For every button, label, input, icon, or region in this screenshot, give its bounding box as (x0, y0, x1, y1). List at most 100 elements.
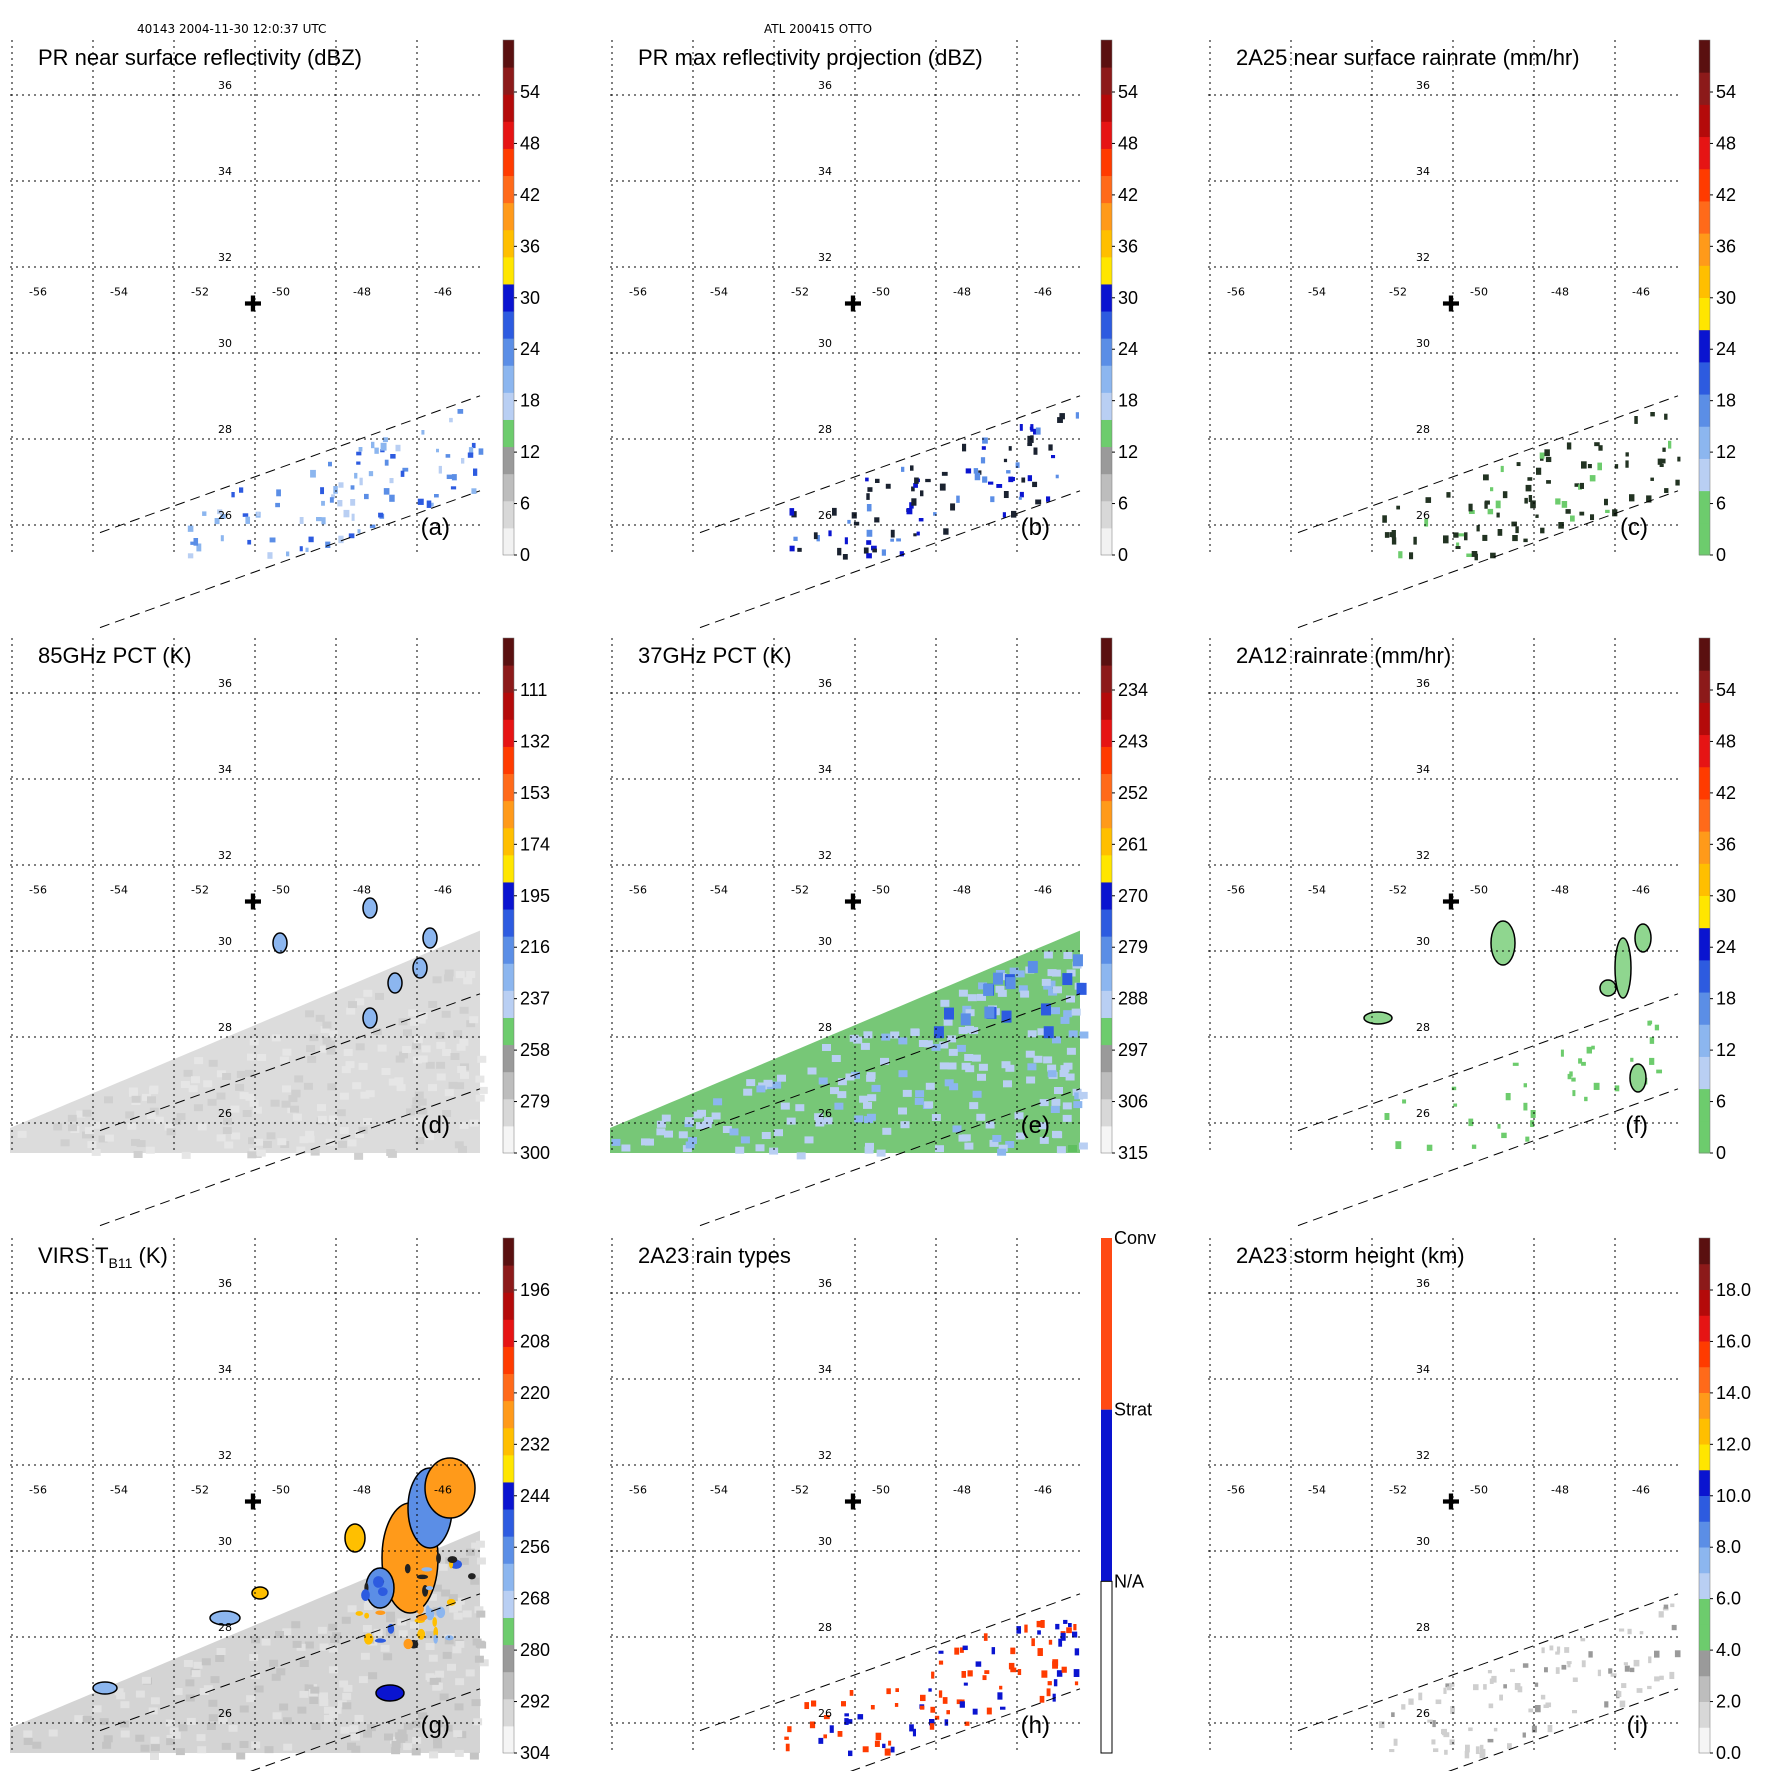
rain-pixel (1659, 1675, 1664, 1680)
swath-pixel (459, 1557, 469, 1565)
rain-pixel (899, 551, 904, 557)
swath-pixel (166, 1128, 176, 1136)
swath-pixel (141, 1676, 151, 1684)
swath-pixel (412, 1736, 422, 1744)
swath-pixel (454, 1749, 464, 1757)
rain-pixel (1549, 1645, 1554, 1651)
colorbar-segment-na (1100, 1580, 1113, 1754)
swath-pixel (146, 1112, 156, 1120)
swath-pixel (203, 1080, 213, 1088)
rain-pixel (857, 1714, 864, 1720)
rain-pixel (331, 494, 335, 499)
rain-pixel (1060, 1632, 1066, 1641)
storm-center-icon: ✚ (1442, 889, 1460, 914)
swath-pixel (166, 1738, 176, 1746)
rain-pixel (929, 1719, 935, 1726)
swath-pixel (471, 1699, 481, 1707)
swath-pixel (386, 1611, 395, 1619)
swath-pixel (269, 1659, 279, 1667)
colorbar-tick-label: 220 (520, 1383, 550, 1403)
rain-pixel (1055, 474, 1059, 479)
swath-pixel (403, 1029, 412, 1037)
swath-pixel (918, 1040, 928, 1047)
swath-pixel (442, 1651, 452, 1659)
swath-pixel (425, 1643, 435, 1650)
swath-pixel (837, 1078, 847, 1086)
swath-pixel (239, 1092, 249, 1100)
rain-pixel (1534, 1705, 1541, 1713)
swath-pixel (952, 1125, 962, 1133)
rain-pixel (997, 1692, 1003, 1700)
rain-pixel (982, 476, 988, 483)
header-orbit-time: 40143 2004-11-30 12:0:37 UTC (137, 22, 327, 36)
rain-pixel (1528, 495, 1533, 503)
rain-pixel (1466, 553, 1473, 558)
rain-pixel (325, 541, 331, 548)
swath-pixel (1043, 1056, 1053, 1064)
rain-pixel (1435, 1699, 1442, 1705)
colorbar-tick-label: 244 (520, 1486, 550, 1506)
rain-pixel (844, 537, 848, 545)
colorbar-swatch (503, 1427, 514, 1456)
lat-tick-label: 28 (218, 1621, 232, 1634)
rain-pixel (974, 472, 981, 481)
rain-pixel (338, 482, 344, 488)
rain-pixel (913, 533, 917, 537)
rain-pixel (851, 512, 857, 519)
rain-pixel (1487, 1670, 1492, 1674)
swath-pixel (943, 1018, 953, 1026)
swath-pixel (103, 1735, 113, 1743)
colorbar-swatch (1699, 831, 1710, 864)
swath-pixel (756, 1085, 766, 1093)
colorbar-swatch (1101, 638, 1112, 666)
colorbar-swatch (1699, 1675, 1710, 1702)
swath-pixel (275, 1631, 284, 1638)
swath-pixel (328, 1115, 338, 1123)
colorbar-swatch (503, 473, 514, 502)
graticule: -56 -54 -52 -50 -48 -46 36 34 32 30 28 26 (610, 1238, 1080, 1753)
swath-pixel (442, 1049, 452, 1056)
swath-pixel (958, 989, 968, 997)
cold-cell (387, 972, 403, 994)
rain-pixel (1483, 474, 1489, 481)
lon-tick-label: -46 (1632, 1484, 1650, 1497)
colorbar-swatch (1699, 1727, 1710, 1754)
swath-pixel (135, 1734, 145, 1742)
swath-pixel (299, 1690, 309, 1698)
rain-pixel (1484, 501, 1488, 509)
swath-pixel (772, 1081, 782, 1089)
swath-pixel (282, 1085, 291, 1093)
colorbar: 54 48 42 36 30 24 18 12 6 0 (1100, 39, 1138, 565)
rain-pixel (847, 519, 851, 524)
swath-pixel (923, 1040, 933, 1048)
swath-pixel (388, 1078, 398, 1086)
rain-pixel (1531, 1725, 1537, 1733)
cloud-cell (209, 1610, 241, 1626)
rain-pixel (321, 517, 326, 525)
rain-pixel (436, 448, 440, 453)
swath-pixel (355, 1130, 365, 1138)
colorbar-segment-conv (1101, 1238, 1112, 1410)
cloud-speck (432, 1617, 437, 1627)
colorbar-tick-label: 12 (1716, 442, 1736, 462)
swath-pixel (940, 999, 950, 1007)
panel-letter: (a) (421, 514, 450, 541)
swath-pixel (196, 1734, 206, 1742)
colorbar-swatch (1699, 638, 1710, 671)
swath-pixel (84, 1131, 94, 1139)
swath-pixel (1047, 969, 1057, 977)
swath-pixel (761, 1132, 771, 1139)
pr-swath-north-edge (1297, 993, 1679, 1132)
swath-pixel (898, 1037, 908, 1045)
cloud-cell (365, 1567, 395, 1609)
rain-pixel (1503, 1684, 1507, 1689)
swath-pixel (271, 1034, 281, 1042)
lat-tick-label: 36 (218, 677, 232, 690)
swath-pixel (452, 1646, 462, 1654)
swath-pixel (246, 1695, 256, 1703)
swath-pixel (478, 1086, 488, 1094)
rain-pixel (1495, 500, 1501, 509)
swath-pixel (804, 1136, 814, 1144)
colorbar-swatch (503, 1590, 514, 1618)
lat-tick-label: 28 (1416, 1021, 1430, 1034)
